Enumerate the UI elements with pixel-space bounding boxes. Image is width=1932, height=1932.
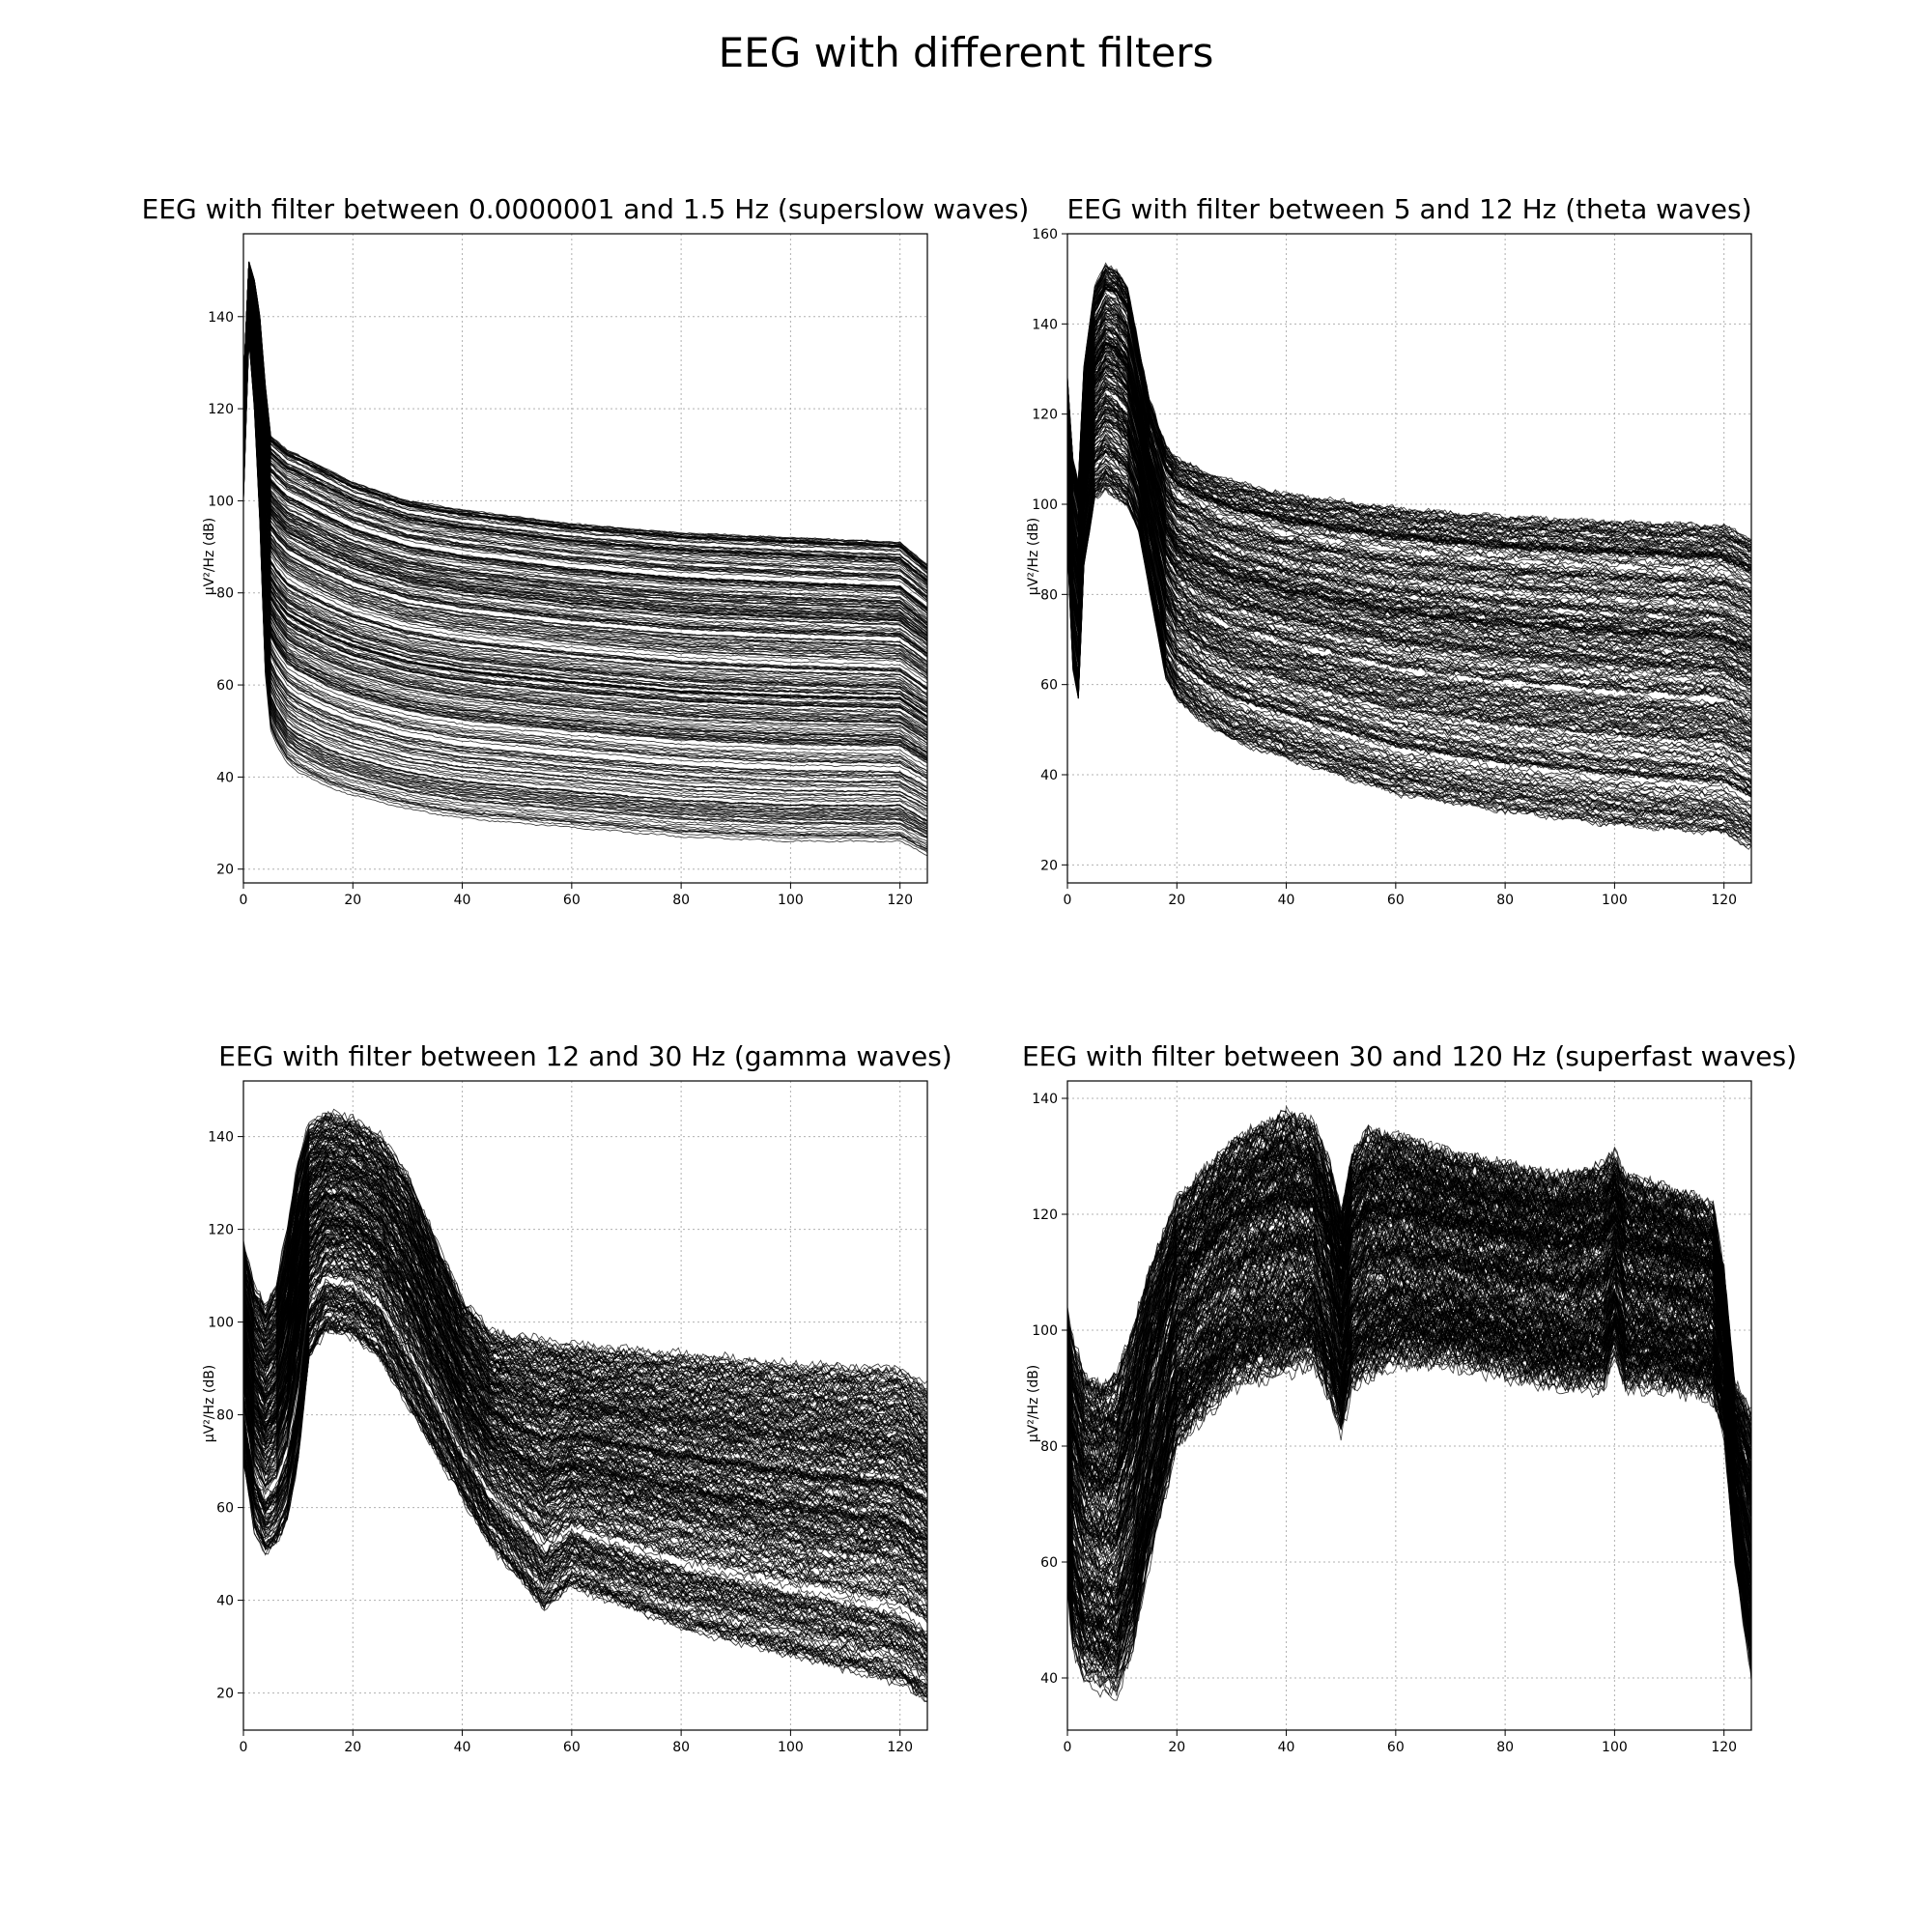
channel-line xyxy=(243,285,927,649)
channel-line xyxy=(243,266,927,582)
x-tick-label: 100 xyxy=(1602,1740,1628,1755)
x-tick-label: 20 xyxy=(1168,1740,1185,1755)
y-tick-label: 80 xyxy=(1040,1439,1058,1455)
channel-line xyxy=(243,262,927,566)
channel-line xyxy=(243,262,927,569)
y-tick-label: 80 xyxy=(216,1408,234,1424)
x-tick-label: 20 xyxy=(344,1740,361,1755)
x-tick-label: 100 xyxy=(1602,893,1628,908)
channel-line xyxy=(243,267,927,583)
channel-line xyxy=(243,274,927,613)
channel-line xyxy=(243,265,927,580)
y-tick-label: 20 xyxy=(216,1687,234,1702)
x-tick-label: 60 xyxy=(563,1740,581,1755)
channel-traces xyxy=(243,262,927,856)
channel-line xyxy=(243,274,927,613)
y-tick-label: 100 xyxy=(208,494,234,509)
x-tick-label: 80 xyxy=(672,893,690,908)
x-tick-label: 40 xyxy=(454,893,471,908)
channel-line xyxy=(243,262,927,566)
x-tick-label: 0 xyxy=(1064,893,1072,908)
y-tick-label: 120 xyxy=(208,402,234,417)
panel-gamma: EEG with filter between 12 and 30 Hz (ga… xyxy=(155,1040,840,1871)
y-tick-label: 40 xyxy=(1040,1671,1058,1687)
figure-title: EEG with different filters xyxy=(0,29,1932,76)
channel-traces xyxy=(1067,1106,1751,1700)
y-tick-label: 20 xyxy=(1040,858,1058,873)
x-tick-label: 60 xyxy=(1387,893,1405,908)
channel-line xyxy=(243,279,927,634)
x-tick-label: 120 xyxy=(1711,893,1737,908)
panel-theta: EEG with filter between 5 and 12 Hz (the… xyxy=(979,193,1664,1024)
y-tick-label: 120 xyxy=(208,1223,234,1238)
x-tick-label: 100 xyxy=(778,1740,804,1755)
x-tick-label: 20 xyxy=(1168,893,1185,908)
panel-superslow: EEG with filter between 0.0000001 and 1.… xyxy=(155,193,840,1024)
x-tick-label: 40 xyxy=(1278,893,1295,908)
x-tick-label: 20 xyxy=(344,893,361,908)
channel-line xyxy=(243,264,927,569)
x-tick-label: 120 xyxy=(1711,1740,1737,1755)
x-tick-label: 0 xyxy=(240,1740,248,1755)
x-tick-label: 100 xyxy=(778,893,804,908)
y-tick-label: 20 xyxy=(216,863,234,878)
y-tick-label: 80 xyxy=(216,586,234,602)
channel-traces xyxy=(243,1109,927,1702)
y-tick-label: 80 xyxy=(1040,587,1058,603)
y-tick-label: 100 xyxy=(1032,1323,1058,1339)
x-tick-label: 80 xyxy=(672,1740,690,1755)
channel-line xyxy=(243,262,927,566)
y-tick-label: 40 xyxy=(216,770,234,785)
y-tick-label: 140 xyxy=(1032,1092,1058,1107)
channel-line xyxy=(243,279,927,633)
x-tick-label: 80 xyxy=(1496,1740,1514,1755)
y-tick-label: 140 xyxy=(208,1130,234,1146)
channel-line xyxy=(243,280,927,636)
x-tick-label: 0 xyxy=(240,893,248,908)
y-tick-label: 120 xyxy=(1032,1208,1058,1223)
y-tick-label: 140 xyxy=(1032,317,1058,332)
channel-line xyxy=(243,263,927,568)
channel-line xyxy=(243,262,927,568)
y-tick-label: 160 xyxy=(1032,227,1058,242)
y-tick-label: 40 xyxy=(216,1594,234,1609)
x-tick-label: 60 xyxy=(563,893,581,908)
y-tick-label: 60 xyxy=(216,1501,234,1517)
y-tick-label: 60 xyxy=(216,678,234,694)
x-tick-label: 40 xyxy=(454,1740,471,1755)
x-tick-label: 40 xyxy=(1278,1740,1295,1755)
x-tick-label: 120 xyxy=(887,1740,913,1755)
channel-line xyxy=(243,262,927,569)
x-tick-label: 120 xyxy=(887,893,913,908)
y-tick-label: 120 xyxy=(1032,408,1058,423)
x-tick-label: 80 xyxy=(1496,893,1514,908)
channel-line xyxy=(243,262,927,566)
y-tick-label: 60 xyxy=(1040,678,1058,694)
channel-line xyxy=(243,263,927,569)
channel-line xyxy=(243,289,927,668)
x-tick-label: 60 xyxy=(1387,1740,1405,1755)
channel-line xyxy=(243,281,927,634)
x-tick-label: 0 xyxy=(1064,1740,1072,1755)
y-tick-label: 140 xyxy=(208,310,234,326)
y-tick-label: 40 xyxy=(1040,768,1058,783)
channel-line xyxy=(243,263,927,568)
y-tick-label: 100 xyxy=(1032,497,1058,513)
y-tick-label: 100 xyxy=(208,1316,234,1331)
y-tick-label: 60 xyxy=(1040,1555,1058,1571)
panel-superfast: EEG with filter between 30 and 120 Hz (s… xyxy=(979,1040,1664,1871)
channel-traces xyxy=(1067,263,1751,849)
